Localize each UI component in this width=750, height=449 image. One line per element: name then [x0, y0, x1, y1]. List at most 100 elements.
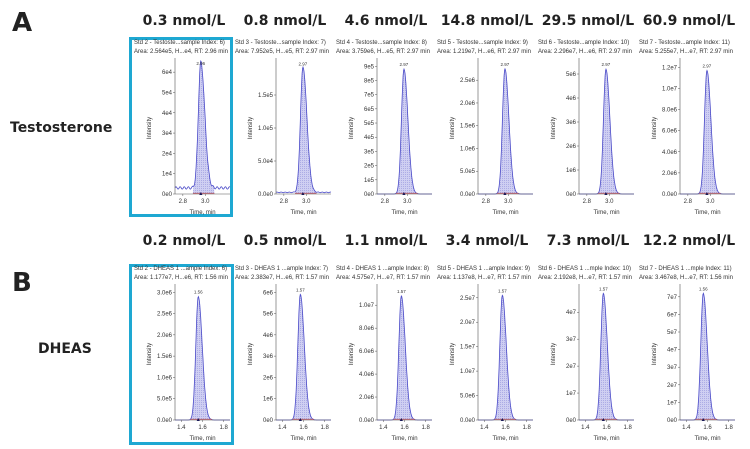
concentration-label: 1.1 nmol/L — [344, 233, 428, 249]
chromatogram-plot: 0e0 1e5 2e5 3e5 4e5 5e5 6e5 7e5 8e5 9e5 2.8 3.0 Time… — [349, 58, 432, 216]
x-tick-label: 1.6 — [299, 425, 308, 431]
y-tick-label: 3.0e6 — [157, 290, 173, 296]
peak-area — [497, 68, 519, 194]
chromatogram-title: Std 3 - DHEAS 1 ...ample Index: 7) — [235, 266, 329, 272]
y-tick-label: 5e7 — [667, 330, 678, 336]
x-tick-label: 2.8 — [381, 199, 390, 205]
y-tick-label: 0.0e0 — [258, 192, 274, 198]
y-tick-label: 3e7 — [667, 365, 678, 371]
y-axis-label: Intensity — [147, 343, 153, 365]
y-tick-label: 2.0e6 — [359, 395, 375, 401]
x-tick-label: 1.6 — [501, 425, 510, 431]
x-tick-label: 3.0 — [504, 199, 513, 205]
chromatogram-title: Std 5 - DHEAS 1 ...ample Index: 9) — [437, 266, 531, 272]
y-axis-label: Intensity — [551, 117, 557, 139]
chromatogram-trace — [275, 65, 332, 194]
retention-time-marker-icon — [705, 192, 709, 195]
y-tick-label: 1.0e6 — [157, 375, 173, 381]
y-axis-label: Intensity — [652, 343, 658, 365]
y-tick-label: 1.0e6 — [460, 146, 476, 152]
retention-time-marker-icon — [196, 418, 200, 421]
y-tick-label: 2e5 — [364, 164, 375, 170]
y-tick-label: 5e5 — [364, 121, 375, 127]
compound-label-testosterone: Testosterone — [10, 120, 113, 136]
concentration-label: 29.5 nmol/L — [541, 13, 635, 29]
y-tick-label: 2.0e6 — [662, 171, 678, 177]
y-tick-label: 8.0e6 — [359, 326, 375, 332]
x-tick-label: 1.8 — [421, 425, 430, 431]
y-tick-label: 6.0e6 — [359, 349, 375, 355]
y-tick-label: 0e0 — [263, 418, 274, 424]
y-tick-label: 2e6 — [566, 144, 577, 150]
y-tick-label: 0e0 — [566, 192, 577, 198]
y-tick-label: 1.5e6 — [460, 124, 476, 130]
peak-area — [295, 67, 317, 194]
chromatogram-title: Std 6 - DHEAS 1 ...mple Index: 10) — [538, 266, 632, 272]
chromatogram-plot: 0e0 1e6 2e6 3e6 4e6 5e6 2.8 3.0 Time, min Intensi… — [551, 58, 634, 216]
concentration-label: 7.3 nmol/L — [546, 233, 630, 249]
peak-area — [595, 293, 617, 420]
y-tick-label: 2.5e7 — [460, 296, 476, 302]
retention-time-label: 1.56 — [699, 286, 708, 291]
y-tick-label: 0e0 — [364, 192, 375, 198]
y-tick-label: 9e5 — [364, 64, 375, 70]
x-tick-label: 1.6 — [198, 425, 207, 431]
chromatogram-summary: Area: 2.383e7, H...e6, RT: 1.57 min — [235, 275, 329, 281]
x-tick-label: 1.8 — [219, 425, 228, 431]
x-axis-label: Time, min — [391, 210, 417, 216]
chromatogram-title: Std 4 - DHEAS 1 ...ample Index: 8) — [336, 266, 430, 272]
x-axis-label: Time, min — [189, 210, 215, 216]
retention-time-marker-icon — [500, 418, 504, 421]
y-tick-label: 0e0 — [667, 418, 678, 424]
panel-letter-a: A — [12, 8, 33, 38]
x-tick-label: 2.8 — [684, 199, 693, 205]
x-tick-label: 1.4 — [480, 425, 489, 431]
y-tick-label: 2.0e7 — [460, 320, 476, 326]
y-tick-label: 6e6 — [263, 290, 274, 296]
y-tick-label: 4e4 — [162, 111, 173, 117]
x-tick-label: 1.4 — [278, 425, 287, 431]
concentration-label: 0.2 nmol/L — [142, 233, 226, 249]
retention-time-marker-icon — [701, 418, 705, 421]
y-tick-label: 2e4 — [162, 151, 173, 157]
y-axis-label: Intensity — [450, 117, 456, 139]
chromatogram-plot: 0e0 1e7 2e7 3e7 4e7 5e7 6e7 7e7 1.4 1.6 1.8 Time, m… — [652, 284, 735, 442]
x-axis-label: Time, min — [492, 436, 518, 442]
x-tick-label: 3.0 — [706, 199, 715, 205]
y-tick-label: 6e4 — [162, 70, 173, 76]
chromatogram-title: Std 6 - Testoste...ample Index: 10) — [538, 40, 630, 46]
retention-time-marker-icon — [199, 192, 203, 195]
x-tick-label: 1.6 — [703, 425, 712, 431]
y-tick-label: 1.0e7 — [460, 369, 476, 375]
retention-time-label: 1.57 — [296, 287, 305, 292]
y-tick-label: 0.0e0 — [157, 418, 173, 424]
y-tick-label: 0.0e0 — [662, 192, 678, 198]
x-tick-label: 2.8 — [482, 199, 491, 205]
y-axis-label: Intensity — [248, 343, 254, 365]
x-tick-label: 2.8 — [179, 199, 188, 205]
chromatogram-plot: 0.0e0 5.0e5 1.0e6 1.5e6 2.0e6 2.5e6 2.8 3.0 Time… — [450, 58, 533, 216]
chromatogram-plot: 0.0e0 5.0e5 1.0e6 1.5e6 2.0e6 2.5e6 3.0e6 1.4 1.… — [147, 284, 230, 442]
chromatogram-summary: Area: 1.219e7, H...e6, RT: 2.97 min — [437, 49, 531, 55]
x-tick-label: 1.6 — [400, 425, 409, 431]
y-axis-label: Intensity — [349, 117, 355, 139]
x-axis-label: Time, min — [290, 436, 316, 442]
y-tick-label: 1e6 — [566, 168, 577, 174]
x-axis-label: Time, min — [290, 210, 316, 216]
y-tick-label: 0.0e0 — [460, 192, 476, 198]
concentration-label: 0.3 nmol/L — [142, 13, 226, 29]
retention-time-marker-icon — [601, 418, 605, 421]
highlight-box-testosterone-lloq — [129, 37, 233, 217]
concentration-label: 14.8 nmol/L — [440, 13, 534, 29]
y-tick-label: 3e7 — [566, 337, 577, 343]
retention-time-label: 2.97 — [299, 62, 308, 67]
y-tick-label: 1.5e5 — [258, 93, 274, 99]
chromatogram-plot: 0e0 1e7 2e7 3e7 4e7 1.4 1.6 1.8 Time, min Intensi… — [551, 284, 634, 442]
y-tick-label: 5.0e5 — [157, 397, 173, 403]
y-tick-label: 3e6 — [566, 120, 577, 126]
concentration-label: 3.4 nmol/L — [445, 233, 529, 249]
x-tick-label: 3.0 — [302, 199, 311, 205]
y-tick-label: 2e7 — [667, 383, 678, 389]
retention-time-label: 1.57 — [599, 286, 608, 291]
x-tick-label: 3.0 — [605, 199, 614, 205]
